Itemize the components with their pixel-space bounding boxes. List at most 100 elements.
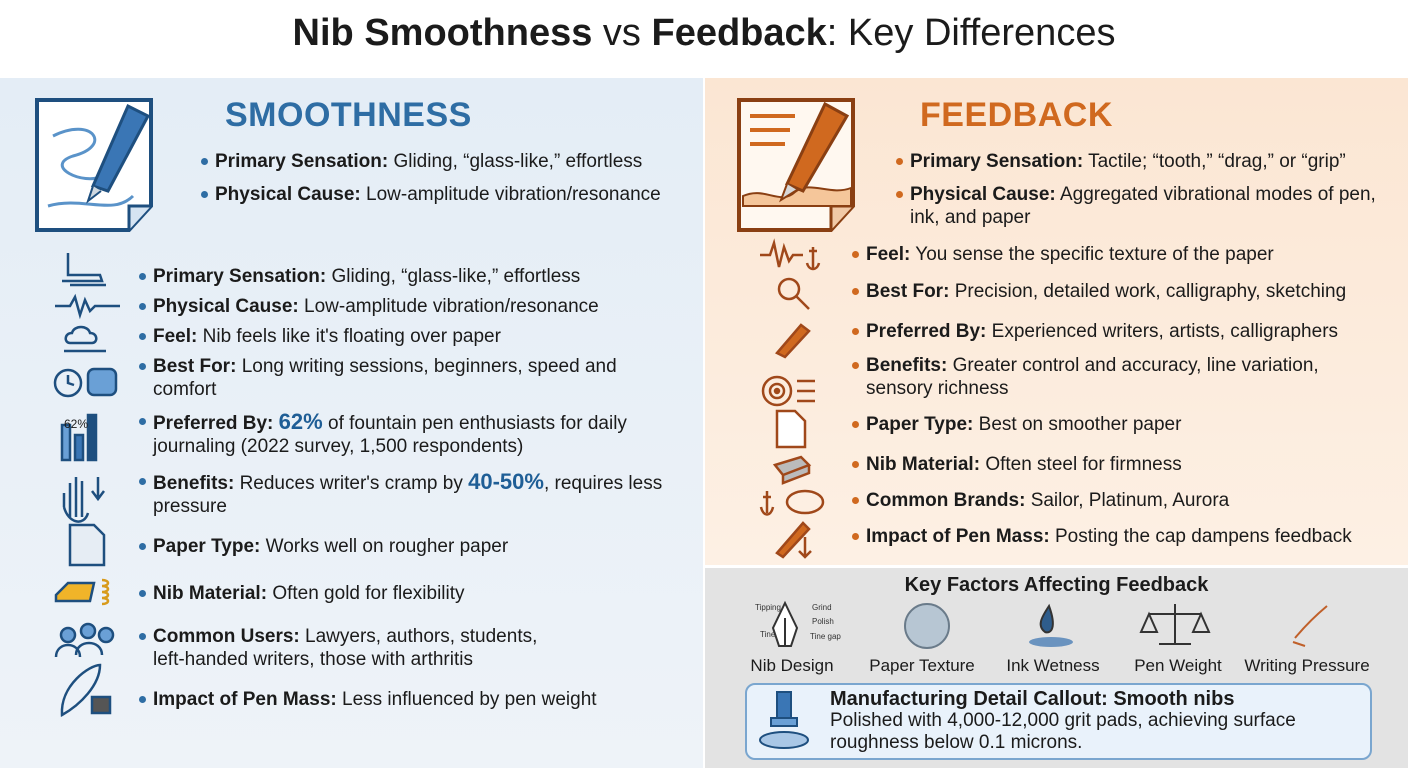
summary-item: Primary Sensation: Gliding, “glass-like,… bbox=[201, 150, 695, 173]
summary-item: Primary Sensation: Tactile; “tooth,” “dr… bbox=[896, 150, 1390, 173]
bullet bbox=[139, 273, 146, 280]
list-item: Best For: Long writing sessions, beginne… bbox=[139, 355, 623, 401]
list-item: Common Brands: Sailor, Platinum, Aurora bbox=[852, 489, 1386, 512]
nib-part: Tipping bbox=[755, 603, 781, 612]
label: Nib Material: bbox=[153, 583, 268, 604]
feedback-heading: FEEDBACK bbox=[920, 96, 1113, 134]
text: Aggregated vibrational modes of pen, ink… bbox=[910, 184, 1376, 228]
text: Reduces writer's cramp by bbox=[239, 473, 463, 494]
bullet bbox=[896, 158, 903, 165]
callout-box bbox=[745, 683, 1372, 760]
list-item: Benefits: Greater control and accuracy, … bbox=[852, 354, 1356, 400]
label: Best For: bbox=[866, 281, 950, 302]
list-item: Paper Type: Best on smoother paper bbox=[852, 413, 1386, 436]
text: Long writing sessions, beginners, speed … bbox=[153, 356, 617, 400]
label: Primary Sensation: bbox=[215, 151, 389, 172]
label: Benefits: bbox=[866, 355, 948, 376]
text: Tactile; “tooth,” “drag,” or “grip” bbox=[1088, 151, 1346, 172]
smoothness-icon bbox=[35, 98, 153, 232]
label: Best For: bbox=[153, 356, 237, 377]
nib-part: Tine bbox=[760, 630, 776, 639]
text: Gliding, “glass-like,” effortless bbox=[331, 266, 581, 287]
text: Greater control and accuracy, line varia… bbox=[866, 355, 1319, 399]
title: Nib Smoothness vs Feedback: Key Differen… bbox=[0, 12, 1408, 55]
label: Preferred By: bbox=[153, 413, 274, 434]
bullet bbox=[139, 478, 146, 485]
text: Low-amplitude vibration/resonance bbox=[304, 296, 599, 317]
summary-item: Physical Cause: Low-amplitude vibration/… bbox=[201, 183, 695, 206]
bullet bbox=[852, 421, 859, 428]
label: Paper Type: bbox=[866, 414, 974, 435]
label: Preferred By: bbox=[866, 321, 987, 342]
bullet bbox=[852, 362, 859, 369]
text: , requires less pressure bbox=[153, 473, 663, 517]
callout-title: Manufacturing Detail Callout: Smooth nib… bbox=[830, 688, 1235, 710]
callout-text: Polished with 4,000-12,000 grit pads, ac… bbox=[830, 710, 1296, 753]
label: Nib Material: bbox=[866, 454, 981, 475]
bullet bbox=[852, 461, 859, 468]
nib-part: Tine gap bbox=[810, 632, 841, 641]
highlight: 62% bbox=[278, 409, 323, 434]
bullet bbox=[139, 363, 146, 370]
bullet bbox=[139, 696, 146, 703]
label: Common Users: bbox=[153, 626, 300, 647]
list-item: Preferred By: 62% of fountain pen enthus… bbox=[139, 409, 663, 458]
feedback-icon bbox=[737, 98, 855, 232]
smoothness-icons: 62% bbox=[53, 253, 120, 718]
list-item: Common Users: Lawyers, authors, students… bbox=[139, 625, 573, 671]
title-bold: Nib Smoothness bbox=[292, 12, 593, 54]
bullet bbox=[139, 333, 146, 340]
list-item: Best For: Precision, detailed work, call… bbox=[852, 280, 1386, 303]
list-item: Impact of Pen Mass: Less influenced by p… bbox=[139, 688, 673, 711]
key-factors-title: Key Factors Affecting Feedback bbox=[904, 574, 1209, 596]
bullet bbox=[852, 497, 859, 504]
bullet bbox=[852, 533, 859, 540]
factor-label: Paper Texture bbox=[869, 656, 975, 675]
label: Benefits: bbox=[153, 473, 235, 494]
list-item: Feel: You sense the specific texture of … bbox=[852, 243, 1386, 266]
feedback-icons bbox=[759, 238, 825, 559]
text: Lawyers, authors, students, left-handed … bbox=[153, 626, 538, 670]
label: Primary Sensation: bbox=[910, 151, 1084, 172]
nib-part: Grind bbox=[812, 603, 832, 612]
summary-item: Physical Cause: Aggregated vibrational m… bbox=[896, 183, 1380, 229]
bullet bbox=[139, 303, 146, 310]
factor-label: Nib Design bbox=[750, 656, 834, 675]
list-item: Feel: Nib feels like it's floating over … bbox=[139, 325, 673, 348]
label: Feel: bbox=[153, 326, 198, 347]
label: Physical Cause: bbox=[910, 184, 1056, 205]
label: Impact of Pen Mass: bbox=[866, 526, 1050, 547]
bullet bbox=[852, 251, 859, 258]
highlight: 40-50% bbox=[468, 469, 544, 494]
label: Primary Sensation: bbox=[153, 266, 327, 287]
list-item: Nib Material: Often gold for flexibility bbox=[139, 582, 673, 605]
label: Physical Cause: bbox=[153, 296, 299, 317]
title-bold: Feedback bbox=[651, 12, 827, 54]
list-item: Benefits: Reduces writer's cramp by 40-5… bbox=[139, 469, 663, 518]
title-end: : Key Differences bbox=[826, 12, 1116, 54]
bullet bbox=[201, 191, 208, 198]
label: Paper Type: bbox=[153, 536, 261, 557]
smoothness-heading: SMOOTHNESS bbox=[225, 96, 472, 134]
factor-label: Pen Weight bbox=[1134, 656, 1222, 675]
title-mid: vs bbox=[602, 12, 641, 54]
text: Posting the cap dampens feedback bbox=[1055, 526, 1352, 547]
factor-label: Ink Wetness bbox=[1006, 656, 1100, 675]
text: You sense the specific texture of the pa… bbox=[915, 244, 1274, 265]
text: Experienced writers, artists, calligraph… bbox=[991, 321, 1339, 342]
bullet bbox=[852, 328, 859, 335]
text: Less influenced by pen weight bbox=[342, 689, 597, 710]
label: Impact of Pen Mass: bbox=[153, 689, 337, 710]
bullet bbox=[139, 418, 146, 425]
callout-icon bbox=[759, 691, 809, 749]
bullet bbox=[139, 633, 146, 640]
list-item: Physical Cause: Low-amplitude vibration/… bbox=[139, 295, 673, 318]
text: Often gold for flexibility bbox=[272, 583, 465, 604]
list-item: Primary Sensation: Gliding, “glass-like,… bbox=[139, 265, 673, 288]
list-item: Impact of Pen Mass: Posting the cap damp… bbox=[852, 525, 1396, 548]
bullet bbox=[852, 288, 859, 295]
list-item: Paper Type: Works well on rougher paper bbox=[139, 535, 673, 558]
label: Feel: bbox=[866, 244, 911, 265]
text: Sailor, Platinum, Aurora bbox=[1030, 490, 1230, 511]
